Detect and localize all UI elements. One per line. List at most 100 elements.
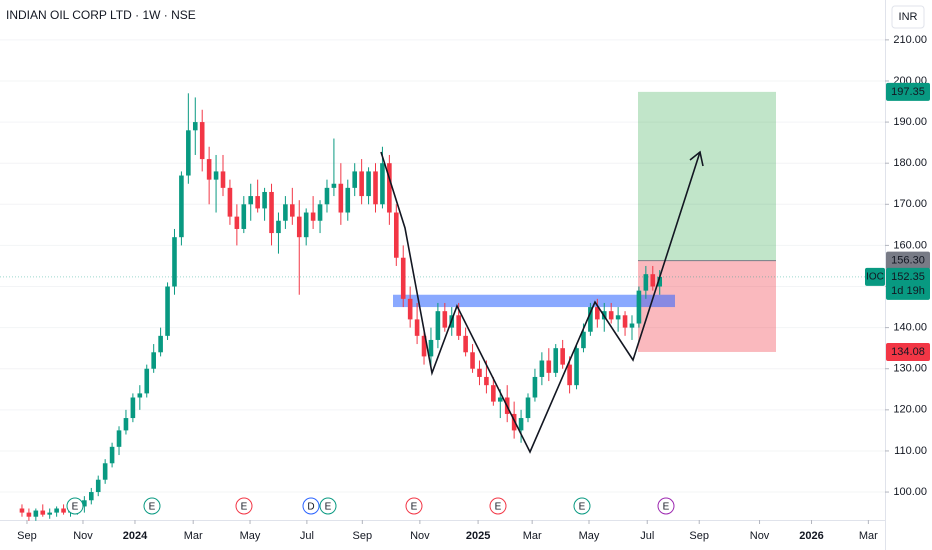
candle-body: [380, 163, 385, 205]
candle-body: [255, 196, 260, 209]
candle-body: [40, 510, 46, 515]
x-tick-label: 2024: [123, 530, 148, 542]
candle-body: [199, 122, 205, 160]
y-tick-label: 120.00: [893, 404, 927, 416]
candle-body: [61, 508, 66, 513]
candle-body: [574, 348, 579, 386]
candle-body: [595, 307, 600, 320]
candle-body: [116, 430, 122, 447]
candle-body: [296, 216, 302, 238]
candle-body: [400, 257, 406, 299]
candle-body: [650, 274, 656, 287]
candle-body: [518, 418, 524, 431]
candle-body: [560, 348, 565, 365]
candle-body: [366, 171, 371, 197]
event-marker: [143, 497, 161, 515]
candle-body: [123, 418, 129, 431]
candle-body: [588, 307, 593, 332]
candle-body: [137, 393, 143, 398]
event-label: E: [72, 502, 79, 513]
candle-body: [525, 397, 531, 419]
candle-body: [643, 274, 649, 291]
candle-body: [290, 204, 295, 217]
symbol-label: IOC: [866, 271, 884, 282]
candle-body: [283, 204, 288, 221]
candle-body: [470, 352, 475, 369]
x-tick-label: 2026: [799, 530, 823, 542]
event-marker: [657, 497, 675, 515]
candle-body: [109, 446, 115, 464]
y-tick-label: 160.00: [893, 239, 927, 251]
candle-body: [615, 315, 621, 320]
entry-label-box: [886, 251, 930, 270]
candle-body: [303, 212, 309, 238]
event-label: E: [325, 502, 332, 513]
x-tick-label: Mar: [859, 530, 878, 542]
candle-body: [553, 348, 559, 373]
y-tick-label: 170.00: [893, 198, 927, 210]
x-tick-label: Mar: [523, 530, 542, 542]
candle-body: [352, 171, 358, 188]
stop-label-box: [886, 342, 930, 361]
event-marker: [319, 497, 337, 515]
candle-body: [456, 315, 461, 336]
candle-body: [95, 479, 101, 493]
last-price-label: 152.35: [891, 271, 925, 283]
candle-body: [206, 159, 212, 180]
event-marker: [573, 497, 591, 515]
event-label: D: [307, 502, 314, 513]
candle-body: [102, 463, 108, 480]
candle-body: [82, 500, 87, 507]
currency-box[interactable]: [891, 5, 925, 29]
pattern-line: [380, 151, 701, 454]
candle-body: [19, 508, 25, 513]
candle-body: [172, 237, 177, 287]
x-tick-label: Sep: [353, 530, 373, 542]
x-tick-label: Sep: [689, 530, 709, 542]
candle-body: [26, 512, 32, 517]
candle-body: [511, 413, 517, 431]
entry-label: 156.30: [891, 255, 925, 267]
candle-body: [428, 339, 434, 357]
candle-body: [241, 204, 247, 229]
candle-body: [192, 122, 198, 131]
candle-body: [657, 276, 663, 287]
x-tick-label: Nov: [410, 530, 430, 542]
candle-body: [463, 335, 468, 353]
candle-body: [567, 364, 572, 386]
candle-body: [608, 311, 614, 320]
event-marker: [405, 497, 423, 515]
x-tick-label: Nov: [73, 530, 93, 542]
event-marker: [302, 497, 320, 515]
candle-body: [186, 130, 191, 176]
pattern-arrow: [689, 150, 704, 167]
y-tick-label: 110.00: [894, 445, 927, 457]
candle-body: [248, 196, 254, 205]
candle-body: [581, 331, 586, 349]
event-label: E: [241, 502, 248, 513]
y-tick-label: 140.00: [893, 322, 927, 334]
candle-body: [130, 397, 136, 419]
candle-body: [414, 319, 420, 336]
target-label: 197.35: [891, 86, 925, 98]
candle-body: [324, 187, 330, 205]
candle-body: [546, 360, 552, 373]
candle-body: [477, 368, 482, 377]
candle-body: [151, 352, 156, 369]
target-zone: [638, 91, 776, 261]
event-marker: [235, 497, 253, 515]
candle-body: [165, 286, 170, 336]
countdown: 1d 19h: [891, 285, 925, 297]
candle-body: [393, 212, 399, 258]
candle-body: [629, 323, 635, 328]
y-tick-label: 130.00: [893, 363, 927, 375]
candle-body: [345, 187, 351, 213]
x-tick-label: 2025: [466, 530, 490, 542]
event-marker: [489, 497, 507, 515]
candle-body: [622, 315, 628, 328]
symbol-box: [865, 267, 885, 286]
candle-body: [227, 187, 233, 217]
candle-body: [491, 385, 496, 402]
